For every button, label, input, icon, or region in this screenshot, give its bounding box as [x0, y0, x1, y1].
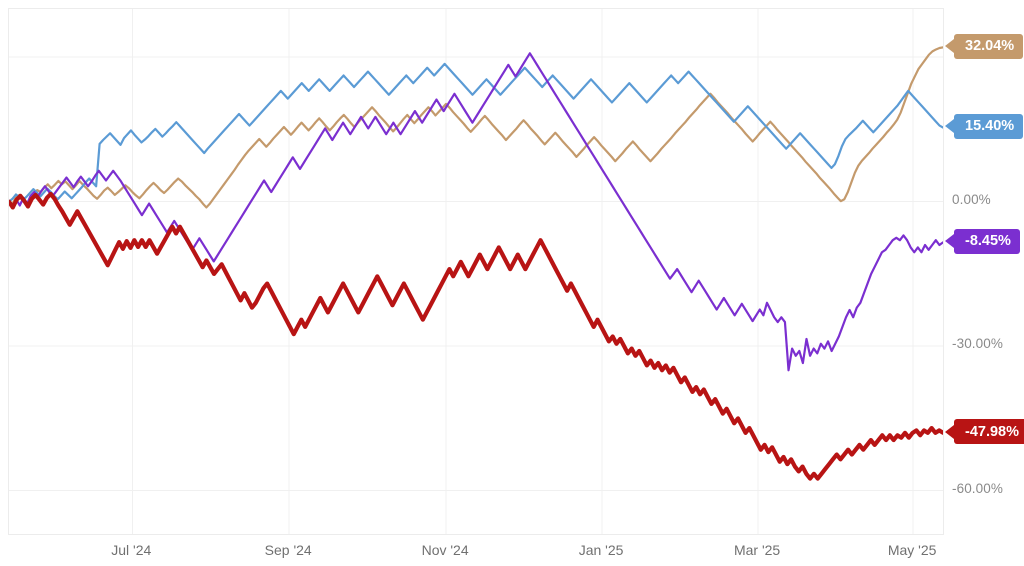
callout-tail	[945, 424, 954, 439]
series-red	[9, 191, 943, 481]
series-blue	[9, 62, 943, 203]
series-value-callout-blue[interactable]: 15.40%	[945, 113, 1024, 139]
series-tan	[9, 46, 943, 209]
series-purple	[9, 52, 943, 372]
x-axis-tick-label: May '25	[887, 542, 937, 558]
callout-tail	[945, 39, 954, 54]
callout-value: 32.04%	[965, 38, 1015, 55]
chart-plot-frame	[8, 8, 944, 535]
chart-canvas	[9, 9, 943, 534]
series-value-callout-tan[interactable]: 32.04%	[945, 33, 1024, 59]
series-value-callout-red[interactable]: -47.98%	[945, 419, 1024, 445]
x-axis-tick-label: Sep '24	[264, 542, 312, 558]
x-axis-tick-label: Mar '25	[733, 542, 781, 558]
callout-value: -47.98%	[965, 423, 1020, 440]
y-axis-tick-label: -60.00%	[952, 480, 1003, 496]
y-axis-tick-label: -30.00%	[952, 336, 1003, 352]
callout-value: 15.40%	[965, 118, 1015, 135]
series-value-callout-purple[interactable]: -8.45%	[945, 228, 1020, 254]
x-axis-tick-label: Nov '24	[421, 542, 469, 558]
chart-plot-area[interactable]	[9, 9, 943, 534]
callout-tail	[945, 234, 954, 249]
y-axis-tick-label: 0.00%	[952, 191, 991, 207]
callout-tail	[945, 119, 954, 134]
callout-value: -8.45%	[965, 233, 1011, 250]
x-axis-tick-label: Jul '24	[111, 542, 152, 558]
x-axis-tick-label: Jan '25	[578, 542, 624, 558]
